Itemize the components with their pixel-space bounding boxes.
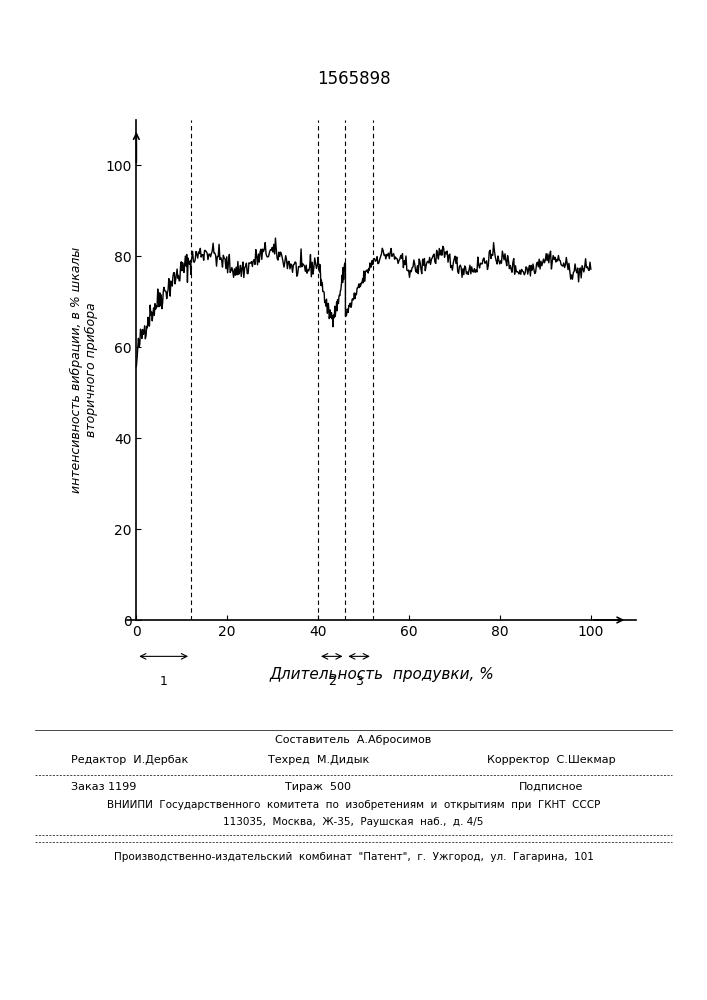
Text: 1565898: 1565898 [317, 70, 390, 88]
Text: Производственно-издательский  комбинат  "Патент",  г.  Ужгород,  ул.  Гагарина, : Производственно-издательский комбинат "П… [114, 852, 593, 862]
Text: Составитель  А.Абросимов: Составитель А.Абросимов [275, 735, 432, 745]
Text: 3: 3 [355, 675, 363, 688]
X-axis label: Длительность  продувки, %: Длительность продувки, % [269, 667, 494, 682]
Text: Подписное: Подписное [519, 782, 584, 792]
Text: Редактор  И.Дербак: Редактор И.Дербак [71, 755, 188, 765]
Text: Тираж  500: Тираж 500 [285, 782, 351, 792]
Text: 2: 2 [328, 675, 336, 688]
Text: ВНИИПИ  Государственного  комитета  по  изобретениям  и  открытиям  при  ГКНТ  С: ВНИИПИ Государственного комитета по изоб… [107, 800, 600, 810]
Text: 1: 1 [160, 675, 168, 688]
Text: 113035,  Москва,  Ж-35,  Раушская  наб.,  д. 4/5: 113035, Москва, Ж-35, Раушская наб., д. … [223, 817, 484, 827]
Text: Заказ 1199: Заказ 1199 [71, 782, 136, 792]
Text: Техред  М.Дидык: Техред М.Дидык [267, 755, 369, 765]
Y-axis label: интенсивность вибрации, в % шкалы
вторичного прибора: интенсивность вибрации, в % шкалы вторич… [70, 247, 98, 493]
Text: Корректор  С.Шекмар: Корректор С.Шекмар [487, 755, 616, 765]
